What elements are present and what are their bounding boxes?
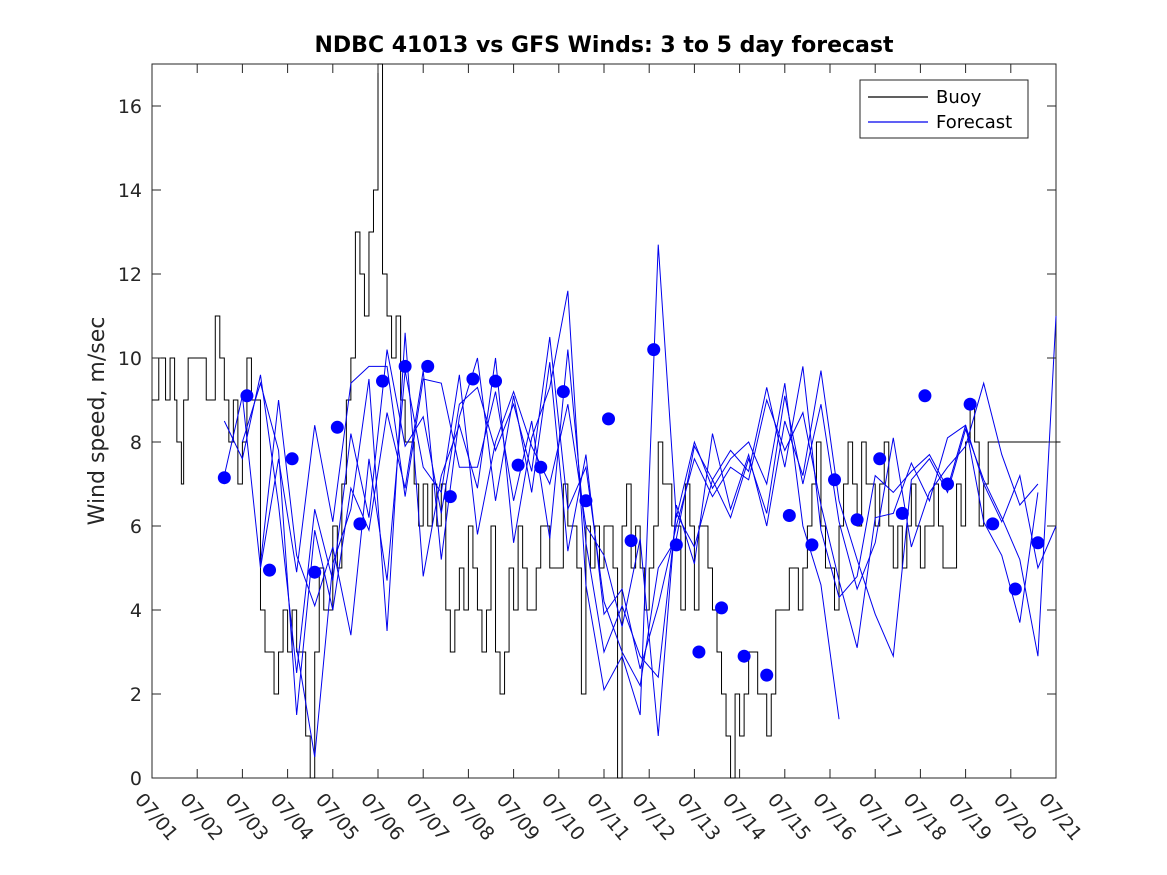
x-tick-label: 07/16 xyxy=(808,789,860,845)
x-tick-label: 07/06 xyxy=(356,789,408,845)
x-tick-label: 07/14 xyxy=(718,789,770,845)
x-tick-label: 07/15 xyxy=(763,789,815,845)
forecast-marker xyxy=(579,494,593,508)
legend-box xyxy=(859,79,1029,139)
forecast-marker xyxy=(850,513,864,527)
x-tick-label: 07/18 xyxy=(899,789,951,845)
forecast-marker xyxy=(330,420,344,434)
forecast-marker xyxy=(692,645,706,659)
forecast-marker xyxy=(308,565,322,579)
x-tick-label: 07/03 xyxy=(221,789,273,845)
forecast-marker xyxy=(986,517,1000,531)
forecast-marker xyxy=(1031,536,1045,550)
y-axis: 0 2 4 6 8 10 12 14 16 xyxy=(118,96,1056,790)
x-tick-label: 07/09 xyxy=(492,789,544,845)
x-tick-label: 07/01 xyxy=(130,789,182,845)
forecast-marker xyxy=(466,372,480,386)
forecast-marker xyxy=(353,517,367,531)
x-tick-label: 07/13 xyxy=(673,789,725,845)
forecast-marker xyxy=(782,509,796,522)
forecast-marker xyxy=(421,359,435,373)
plot-area xyxy=(151,63,1061,779)
x-tick-label: 07/02 xyxy=(175,789,227,845)
y-tick-label: 8 xyxy=(130,432,142,454)
forecast-marker xyxy=(489,374,503,388)
x-tick-label: 07/12 xyxy=(627,789,679,845)
forecast-marker xyxy=(828,473,842,487)
x-tick-label: 07/10 xyxy=(537,789,589,845)
forecast-marker xyxy=(715,601,729,615)
buoy-layer xyxy=(152,63,1061,779)
forecast-marker xyxy=(398,359,412,373)
forecast-marker xyxy=(873,452,887,466)
forecast-marker xyxy=(217,471,231,485)
forecast-marker xyxy=(760,668,774,682)
y-tick-label: 6 xyxy=(130,516,142,538)
forecast-marker xyxy=(511,458,525,472)
forecast-marker xyxy=(805,538,819,552)
forecast-marker xyxy=(602,412,616,426)
x-tick-label: 07/20 xyxy=(989,789,1041,845)
forecast-marker xyxy=(941,477,955,491)
marker-layer xyxy=(217,343,1045,682)
y-tick-label: 14 xyxy=(118,180,142,202)
forecast-marker xyxy=(1008,582,1022,596)
legend-buoy-label: Buoy xyxy=(936,87,982,108)
forecast-layer xyxy=(223,244,1057,758)
x-tick-label: 07/08 xyxy=(447,789,499,845)
forecast-marker xyxy=(918,389,932,403)
x-tick-label: 07/07 xyxy=(401,789,453,845)
forecast-series-line-5 xyxy=(296,244,840,758)
legend: Buoy Forecast xyxy=(859,79,1029,139)
y-axis-label: Wind speed, m/sec xyxy=(85,317,110,526)
forecast-marker xyxy=(376,374,390,388)
y-tick-label: 2 xyxy=(130,684,142,706)
x-tick-label: 07/11 xyxy=(582,789,634,845)
chart-title: NDBC 41013 vs GFS Winds: 3 to 5 day fore… xyxy=(315,33,894,58)
forecast-marker xyxy=(556,385,570,399)
y-tick-label: 12 xyxy=(118,264,142,286)
x-tick-label: 07/19 xyxy=(944,789,996,845)
forecast-marker xyxy=(647,343,661,357)
forecast-marker xyxy=(240,389,254,403)
x-tick-label: 07/04 xyxy=(266,789,318,845)
y-tick-label: 0 xyxy=(130,768,142,790)
forecast-series-line-2 xyxy=(223,336,1039,688)
x-tick-label: 07/21 xyxy=(1034,789,1086,845)
y-tick-label: 10 xyxy=(118,348,142,370)
legend-forecast-label: Forecast xyxy=(936,112,1012,133)
buoy-series-line xyxy=(152,63,1061,779)
forecast-series-line-4 xyxy=(259,315,1057,737)
y-tick-label: 16 xyxy=(118,96,142,118)
forecast-marker xyxy=(285,452,299,466)
y-tick-label: 4 xyxy=(130,600,142,622)
forecast-marker xyxy=(895,506,909,520)
forecast-marker xyxy=(669,538,683,552)
forecast-marker xyxy=(443,490,457,504)
forecast-marker xyxy=(534,460,548,474)
forecast-marker xyxy=(263,563,277,577)
x-tick-label: 07/05 xyxy=(311,789,363,845)
x-tick-label: 07/17 xyxy=(853,789,905,845)
forecast-marker xyxy=(737,649,751,663)
forecast-marker xyxy=(624,534,638,548)
forecast-marker xyxy=(963,397,977,411)
